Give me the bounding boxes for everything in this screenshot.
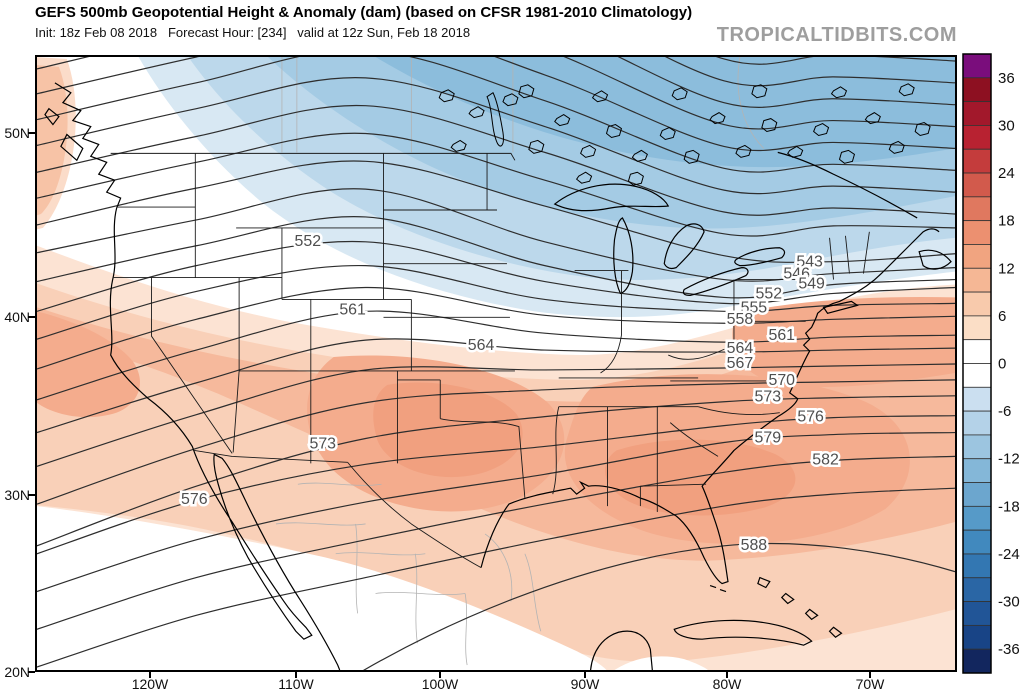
colorbar-tick-36: 36 bbox=[998, 70, 1015, 87]
lat-tick bbox=[28, 132, 35, 134]
lat-tick bbox=[28, 316, 35, 318]
lat-tick bbox=[28, 494, 35, 496]
anomaly-colorbar: 36 30 24 18 12 6 0 -6 -12 -18 -24 -30 -36 bbox=[962, 53, 1024, 676]
contour-label-549: 549 bbox=[798, 276, 825, 293]
lon-label-100W: 100W bbox=[410, 676, 470, 692]
colorbar-tick--36: -36 bbox=[998, 641, 1020, 658]
weather-map-page: GEFS 500mb Geopotential Height & Anomaly… bbox=[0, 0, 1024, 696]
lon-tick bbox=[726, 672, 728, 678]
contour-label-567: 567 bbox=[727, 355, 754, 372]
contour-label-573: 573 bbox=[755, 389, 782, 406]
contour-label-588: 588 bbox=[741, 537, 768, 554]
contour-label-576: 576 bbox=[797, 409, 824, 426]
lat-tick bbox=[28, 671, 35, 673]
colorbar-tick--24: -24 bbox=[998, 546, 1020, 563]
lon-tick bbox=[439, 672, 441, 678]
contour-label-582: 582 bbox=[812, 451, 839, 468]
contour-label-552: 552 bbox=[295, 233, 322, 250]
colorbar-tick-24: 24 bbox=[998, 165, 1015, 182]
contour-label-561: 561 bbox=[339, 301, 366, 318]
contour-label-564: 564 bbox=[468, 337, 495, 354]
colorbar-tick--12: -12 bbox=[998, 451, 1020, 468]
lat-label-20N: 20N bbox=[0, 664, 30, 680]
contour-label-579: 579 bbox=[755, 429, 782, 446]
colorbar-tick-18: 18 bbox=[998, 213, 1015, 230]
lon-label-80W: 80W bbox=[697, 676, 757, 692]
lon-tick bbox=[149, 672, 151, 678]
colorbar-tick--6: -6 bbox=[998, 403, 1011, 420]
lon-tick bbox=[869, 672, 871, 678]
lon-tick bbox=[295, 672, 297, 678]
tropicaltidbits-watermark: TROPICALTIDBITS.COM bbox=[717, 24, 957, 47]
lat-label-50N: 50N bbox=[0, 125, 30, 141]
lon-label-120W: 120W bbox=[120, 676, 180, 692]
lon-label-90W: 90W bbox=[555, 676, 615, 692]
lon-label-110W: 110W bbox=[266, 676, 326, 692]
colorbar-tick--30: -30 bbox=[998, 594, 1020, 611]
contour-label-561: 561 bbox=[768, 327, 795, 344]
page-title: GEFS 500mb Geopotential Height & Anomaly… bbox=[35, 4, 692, 21]
colorbar-tick-30: 30 bbox=[998, 117, 1015, 134]
map-canvas: 5525615645735765435465495525555585615645… bbox=[35, 55, 957, 672]
lat-label-40N: 40N bbox=[0, 309, 30, 325]
map-svg: 5525615645735765435465495525555585615645… bbox=[37, 57, 955, 670]
contour-label-576: 576 bbox=[181, 491, 208, 508]
colorbar-tick-12: 12 bbox=[998, 260, 1015, 277]
colorbar-tick-6: 6 bbox=[998, 308, 1006, 325]
anomaly-fills bbox=[37, 57, 955, 670]
lon-tick bbox=[584, 672, 586, 678]
colorbar-tick--18: -18 bbox=[998, 498, 1020, 515]
lat-label-30N: 30N bbox=[0, 487, 30, 503]
contour-label-573: 573 bbox=[309, 435, 336, 452]
lon-label-70W: 70W bbox=[840, 676, 900, 692]
contour-label-558: 558 bbox=[727, 311, 754, 328]
init-valid-line: Init: 18z Feb 08 2018 Forecast Hour: [23… bbox=[35, 25, 470, 40]
contour-label-570: 570 bbox=[768, 372, 795, 389]
colorbar-tick-0: 0 bbox=[998, 356, 1006, 373]
